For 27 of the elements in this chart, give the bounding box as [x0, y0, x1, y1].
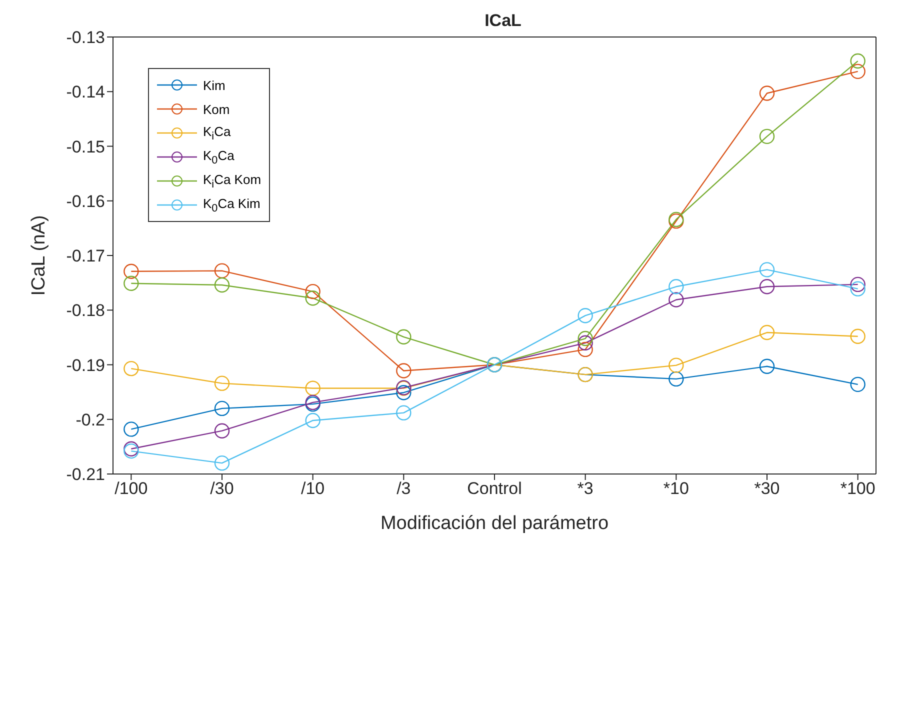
chart-title: ICaL	[484, 11, 522, 30]
x-tick-label: /3	[396, 479, 411, 498]
legend-label: K$_{0}$Ca	[203, 148, 234, 166]
x-tick-label: *10	[663, 479, 689, 498]
y-tick-label: -0.18	[66, 301, 105, 320]
y-tick-label: -0.16	[66, 192, 105, 211]
legend-label: K$_{i}$Ca Kom	[203, 172, 262, 190]
y-tick-label: -0.14	[66, 82, 105, 102]
x-tick-label: *30	[754, 479, 780, 498]
legend-label: Kom	[203, 102, 230, 116]
legend-label: K$_{i}$Ca	[203, 124, 231, 142]
y-tick-label: -0.15	[66, 137, 105, 156]
y-axis-title: ICaL (nA)	[28, 215, 50, 296]
y-tick-label: -0.13	[66, 28, 105, 48]
x-tick-label: *3	[577, 479, 594, 498]
y-tick-label: -0.17	[66, 246, 105, 266]
y-tick-label: -0.21	[66, 465, 105, 484]
x-tick-label: /30	[210, 479, 234, 498]
legend-label: Kim	[203, 78, 226, 92]
y-tick-label: -0.19	[66, 356, 105, 375]
x-tick-label: /10	[301, 479, 325, 498]
x-axis-title: Modificación del parámetro	[380, 513, 609, 534]
y-tick-label: -0.2	[76, 410, 105, 430]
x-tick-label: Control	[467, 479, 522, 498]
x-tick-label: /100	[114, 479, 148, 498]
legend-label: K$_{0}$Ca Kim	[203, 196, 260, 214]
x-tick-label: *100	[840, 479, 876, 498]
